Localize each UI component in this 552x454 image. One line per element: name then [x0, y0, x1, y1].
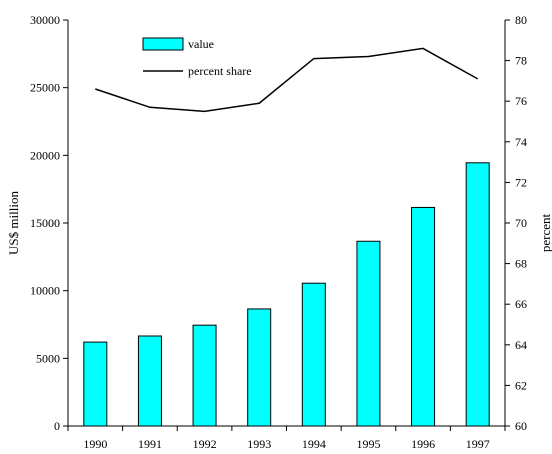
y-tick-label-left: 15000 — [30, 216, 60, 230]
percent-share-line — [95, 47, 479, 113]
bar-1996 — [411, 206, 436, 427]
y-tick-label-left: 25000 — [30, 81, 60, 95]
legend-label-percent-share: percent share — [188, 64, 252, 78]
x-tick-label: 1992 — [193, 437, 217, 451]
y-axis-title-left: US$ million — [6, 191, 21, 255]
y-tick-label-right: 66 — [515, 297, 527, 311]
y-tick-label-right: 72 — [515, 175, 527, 189]
y-tick-label-right: 78 — [515, 54, 527, 68]
y-tick-label-right: 62 — [515, 378, 527, 392]
line-series — [95, 47, 479, 113]
bar-1990 — [83, 341, 108, 427]
x-tick-label: 1995 — [356, 437, 380, 451]
y-axis-title-right: percent — [538, 213, 552, 252]
y-tick-label-right: 64 — [515, 338, 527, 352]
x-tick-label: 1994 — [302, 437, 326, 451]
x-tick-label: 1990 — [83, 437, 107, 451]
y-tick-label-left: 10000 — [30, 284, 60, 298]
y-tick-label-right: 74 — [515, 135, 527, 149]
y-tick-label-right: 68 — [515, 257, 527, 271]
y-tick-label-right: 60 — [515, 419, 527, 433]
y-tick-label-left: 5000 — [36, 351, 60, 365]
bar-1991 — [137, 335, 162, 427]
tick-labels: 0 5000 10000 15000 20000 25000 30000 60 62 64 66 68… — [30, 13, 527, 451]
x-tick-label: 1991 — [138, 437, 162, 451]
legend: value percent share — [142, 37, 252, 78]
y-tick-label-left: 30000 — [30, 13, 60, 27]
legend-label-value: value — [188, 37, 214, 51]
bar-1994 — [301, 282, 326, 427]
bar-1995 — [356, 240, 381, 427]
bar-1992 — [192, 324, 217, 427]
bar-series — [83, 162, 490, 427]
x-tick-label: 1997 — [466, 437, 490, 451]
y-tick-label-right: 80 — [515, 13, 527, 27]
y-tick-label-right: 76 — [515, 94, 527, 108]
y-tick-label-left: 20000 — [30, 148, 60, 162]
x-tick-label: 1996 — [411, 437, 435, 451]
legend-swatch-value — [142, 37, 184, 51]
y-tick-label-left: 0 — [54, 419, 60, 433]
bar-1993 — [247, 308, 272, 427]
y-tick-label-right: 70 — [515, 216, 527, 230]
bar-1997 — [465, 162, 490, 427]
x-tick-label: 1993 — [247, 437, 271, 451]
